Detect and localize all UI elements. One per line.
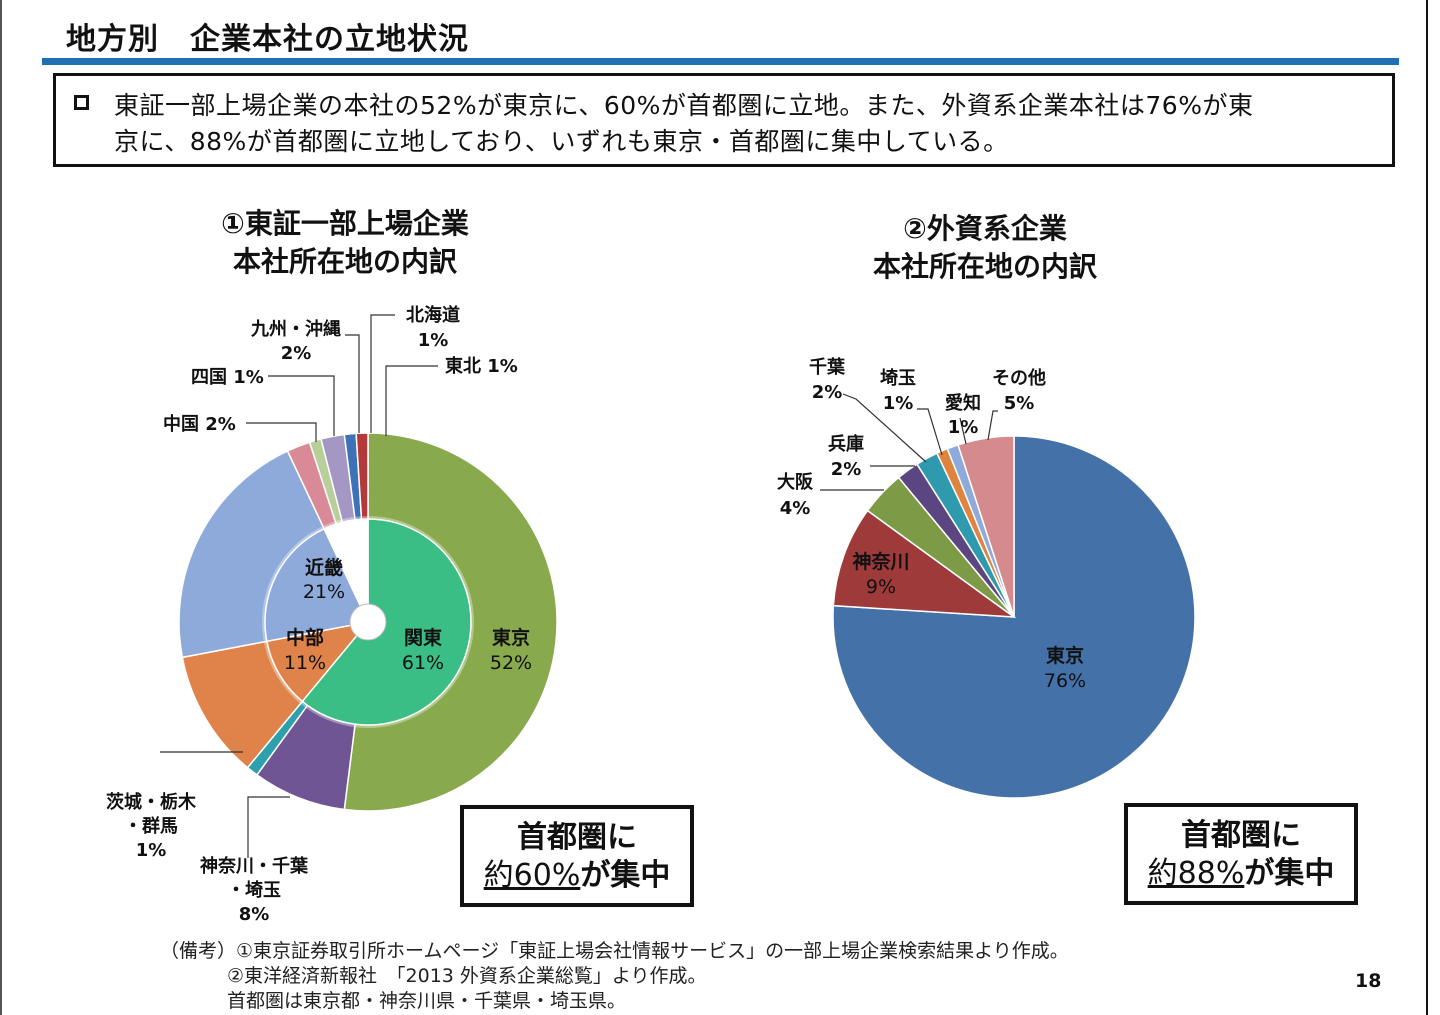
label-kinki-pct: 21% <box>303 581 345 603</box>
label-chugoku: 中国 2% <box>163 413 236 435</box>
leader-shikoku <box>268 375 335 436</box>
title-rule <box>42 58 1399 65</box>
label-tokyo-name: 東京 <box>492 626 530 649</box>
label2-aichi-pct: 1% <box>948 417 979 438</box>
label2-chiba-pct: 2% <box>812 382 843 403</box>
pie2-slice-0 <box>832 435 1196 799</box>
leader-kanagawa <box>247 796 290 858</box>
pie2-slice-1 <box>832 509 1017 618</box>
summary-line-1: 東証一部上場企業の本社の52%が東京に、60%が首都圏に立地。また、外資系企業本… <box>114 91 1254 120</box>
callout-box-1: 首都圏に 約60%が集中 <box>460 805 694 907</box>
leader-kyushu <box>345 334 360 433</box>
callout1-rest: が集中 <box>580 858 671 893</box>
label2-saitama-pct: 1% <box>883 393 914 414</box>
label-kinki-name: 近畿 <box>305 556 343 579</box>
callout2-rest: が集中 <box>1244 856 1335 891</box>
inner-slice-1 <box>265 620 370 703</box>
label2-osaka-name: 大阪 <box>777 471 814 493</box>
summary-line-2: 京に、88%が首都圏に立地しており、いずれも東京・首都圏に集中している。 <box>114 127 1009 156</box>
label2-osaka-pct: 4% <box>780 498 811 519</box>
square-bullet-icon <box>74 95 89 110</box>
summary-box: 東証一部上場企業の本社の52%が東京に、60%が首都圏に立地。また、外資系企業本… <box>53 73 1395 167</box>
note-line-1: （備考）①東京証券取引所ホームページ「東証上場会社情報サービス」の一部上場企業検… <box>160 940 1069 962</box>
label-ibaraki-line1: 茨城・栃木 <box>106 791 197 813</box>
label2-aichi-name: 愛知 <box>945 392 981 414</box>
label2-kanagawa-pct: 9% <box>866 576 896 598</box>
label-kanagawa-line2: ・埼玉 <box>227 879 281 901</box>
note-line-3: 首都圏は東京都・神奈川県・千葉県・埼玉県。 <box>227 990 627 1012</box>
label2-tokyo-name: 東京 <box>1046 644 1084 667</box>
inner-slice-2 <box>264 527 370 643</box>
callout2-emph: 約88% <box>1147 856 1245 891</box>
callout1-line2: 約60%が集中 <box>484 858 671 893</box>
label-tokyo-pct: 52% <box>490 652 532 674</box>
label-kanagawa-pct: 8% <box>239 904 270 925</box>
page-title: 地方別 企業本社の立地状況 <box>66 22 469 57</box>
callout1-emph: 約60% <box>483 858 581 893</box>
page-right-edge <box>1426 0 1428 1015</box>
note-line-2: ②東洋経済新報社 「2013 外資系企業総覧」より作成。 <box>227 965 707 987</box>
label2-hyogo-pct: 2% <box>831 459 862 480</box>
label-hokkaido-name: 北海道 <box>406 304 460 326</box>
page-number: 18 <box>1355 970 1382 992</box>
chart1-title-line1: ①東証一部上場企業 <box>221 207 469 240</box>
label-kanto-name: 関東 <box>404 626 442 649</box>
callout1-line1: 首都圏に <box>517 820 637 855</box>
label-kanto-pct: 61% <box>402 652 444 674</box>
chart2-leader-lines <box>820 393 998 491</box>
label2-tokyo-pct: 76% <box>1044 670 1086 692</box>
callout-box-2: 首都圏に 約88%が集中 <box>1124 803 1358 905</box>
page-left-edge <box>0 0 2 1015</box>
pie-chart-2 <box>832 435 1196 799</box>
callout2-line1: 首都圏に <box>1181 818 1301 853</box>
label-ibaraki-line2: ・群馬 <box>124 815 178 837</box>
chart1-title-line2: 本社所在地の内訳 <box>232 245 457 278</box>
label2-chiba-name: 千葉 <box>809 357 846 378</box>
pie2-slice-7 <box>957 435 1015 618</box>
label-kanagawa-line1: 神奈川・千葉 <box>200 855 309 877</box>
leader-chugoku <box>246 422 317 442</box>
leader-aichi <box>959 417 967 445</box>
inner-slice-3 <box>323 518 369 623</box>
label2-other-pct: 5% <box>1004 393 1035 414</box>
leader-chiba <box>842 393 927 463</box>
label-ibaraki-pct: 1% <box>136 840 167 861</box>
leader-other <box>987 410 998 441</box>
label-hokkaido-pct: 1% <box>418 330 449 351</box>
label-kyushu-pct: 2% <box>281 343 312 364</box>
chart2-title-line1: ②外資系企業 <box>903 212 1067 245</box>
chart1-leader-lines <box>160 314 438 858</box>
label2-hyogo-name: 兵庫 <box>828 433 864 455</box>
donut-hole <box>349 603 387 641</box>
leader-saitama <box>917 408 943 456</box>
chart2-title: ②外資系企業 本社所在地の内訳 <box>800 210 1170 286</box>
label-shikoku: 四国 1% <box>191 367 264 388</box>
label2-kanagawa-name: 神奈川 <box>852 550 909 573</box>
chart2-title-line2: 本社所在地の内訳 <box>872 250 1097 283</box>
label2-saitama-name: 埼玉 <box>880 367 916 389</box>
label-chubu-name: 中部 <box>286 626 324 649</box>
label2-other-name: その他 <box>992 367 1046 389</box>
label-chubu-pct: 11% <box>284 652 326 674</box>
callout2-line2: 約88%が集中 <box>1148 856 1335 891</box>
donut-chart-1 <box>178 432 558 812</box>
label-tohoku: 東北 1% <box>445 355 518 377</box>
leader-hokkaido <box>370 314 395 433</box>
chart1-title: ①東証一部上場企業 本社所在地の内訳 <box>150 205 540 281</box>
inner-slice-0 <box>301 518 472 726</box>
leader-tohoku <box>385 365 438 436</box>
label-kyushu-name: 九州・沖縄 <box>250 318 341 340</box>
